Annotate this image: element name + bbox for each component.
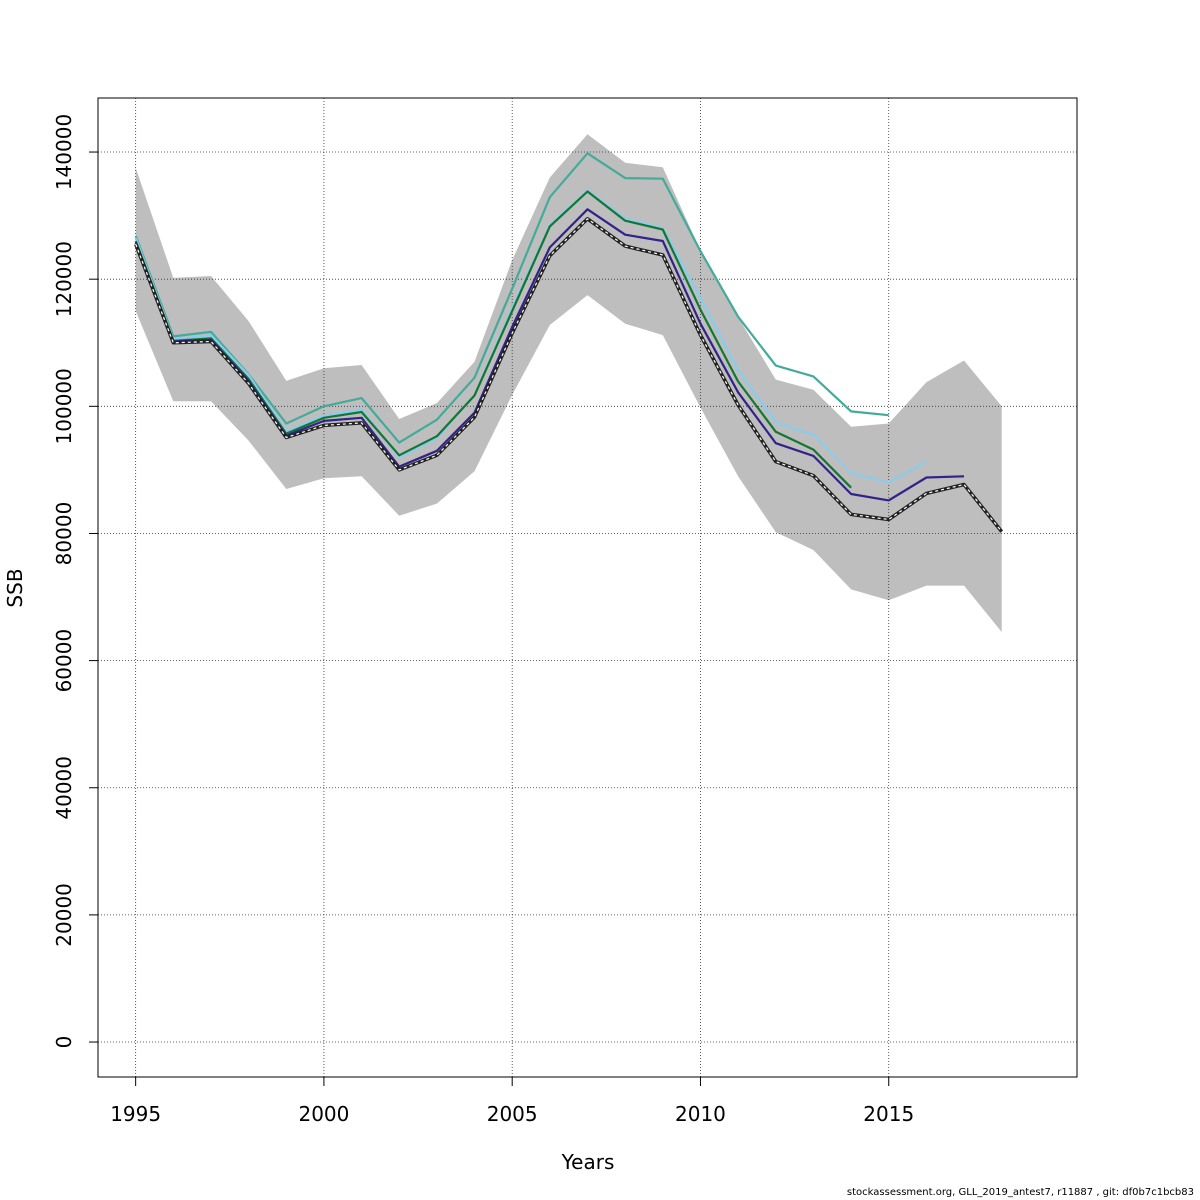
y-tick-label: 40000 <box>52 756 76 820</box>
grid-layer <box>98 98 1077 1077</box>
x-axis-title: Years <box>561 1150 615 1174</box>
confidence-band <box>135 134 1002 632</box>
series-layer <box>134 152 1004 533</box>
series-line-1 <box>134 152 889 444</box>
y-tick-label: 80000 <box>52 502 76 566</box>
x-tick-label: 2015 <box>863 1102 914 1126</box>
y-axis: 0 20000 40000 60000 80000 100000 120000 140000 <box>52 114 98 1049</box>
y-tick-label: 0 <box>52 1036 76 1049</box>
footer-credit: stockassessment.org, GLL_2019_antest7, r… <box>846 1187 1194 1198</box>
x-tick-label: 2005 <box>487 1102 538 1126</box>
y-tick-label: 20000 <box>52 883 76 947</box>
y-tick-label: 60000 <box>52 629 76 693</box>
y-axis-title: SSB <box>3 568 27 607</box>
x-tick-label: 2000 <box>298 1102 349 1126</box>
x-tick-label: 1995 <box>110 1102 161 1126</box>
series-line-5-dash <box>135 218 1003 532</box>
x-tick-label: 2010 <box>675 1102 726 1126</box>
plot-frame <box>97 97 1078 1078</box>
y-tick-label: 120000 <box>52 241 76 317</box>
x-axis: 1995 2000 2005 2010 2015 <box>110 1077 914 1126</box>
y-tick-label: 100000 <box>52 368 76 444</box>
y-tick-label: 140000 <box>52 114 76 190</box>
confidence-band-layer <box>135 134 1002 632</box>
